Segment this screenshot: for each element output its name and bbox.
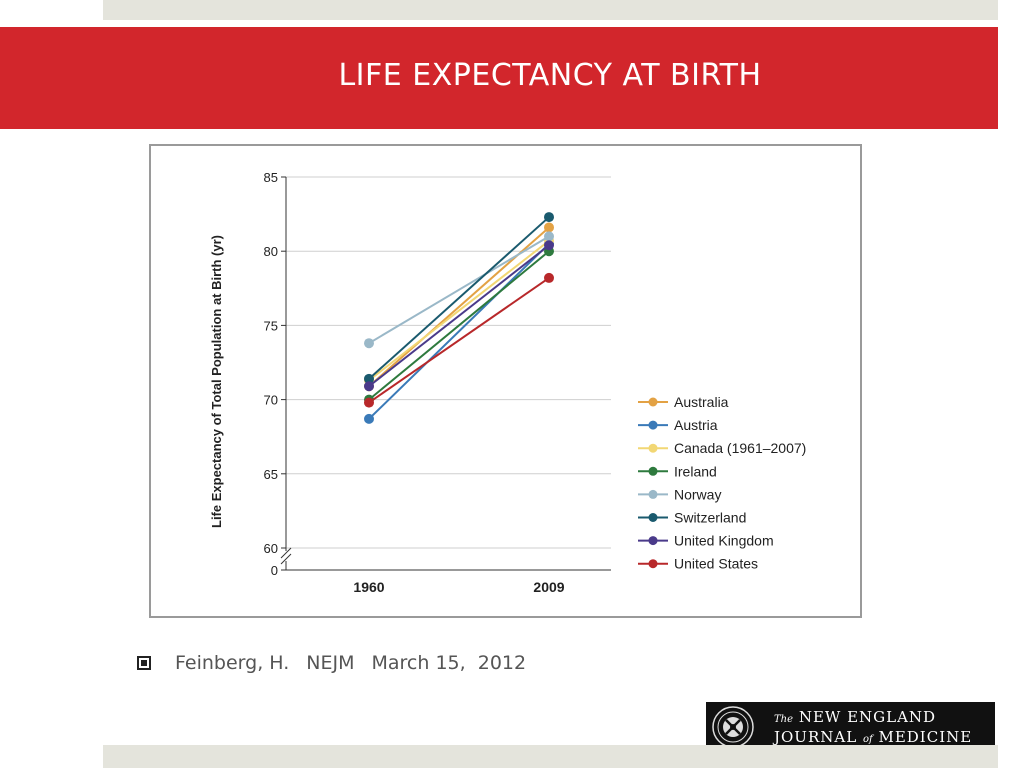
- data-point: [544, 272, 554, 283]
- data-point: [544, 231, 554, 242]
- data-point: [364, 338, 374, 349]
- legend-label: Austria: [674, 417, 718, 433]
- y-tick-label: 60: [264, 541, 278, 556]
- data-point: [544, 212, 554, 223]
- legend-swatch-point: [648, 536, 658, 546]
- logo-line-1: The NEW ENGLAND: [774, 708, 937, 726]
- y-tick-label: 80: [264, 244, 278, 259]
- bullet-icon: [137, 656, 151, 670]
- series-line: [368, 243, 550, 420]
- y-tick-label: 65: [264, 467, 278, 482]
- series-line: [368, 250, 550, 401]
- axis-break-mark: [280, 547, 292, 559]
- legend-label: Canada (1961–2007): [674, 440, 806, 456]
- series-line: [368, 235, 550, 345]
- citation-journal: NEJM: [306, 652, 355, 674]
- nejm-seal-icon: [712, 706, 754, 748]
- legend-label: Ireland: [674, 463, 717, 479]
- legend-swatch-point: [648, 420, 658, 430]
- data-point: [544, 222, 554, 233]
- data-point: [544, 240, 554, 251]
- legend-swatch-point: [648, 397, 658, 407]
- logo-line-2: JOURNAL of MEDICINE: [774, 728, 973, 746]
- legend-label: Norway: [674, 486, 721, 502]
- bottom-band: [103, 745, 998, 768]
- legend-label: United Kingdom: [674, 533, 774, 549]
- legend-swatch-point: [648, 559, 658, 569]
- y-tick-label: 70: [264, 393, 278, 408]
- chart-frame: 85 80 75 70 65 60 0 1960 2009 Life Expectancy of …: [149, 144, 862, 618]
- legend-swatch-point: [648, 513, 658, 522]
- data-point: [364, 381, 374, 392]
- nejm-logo: The NEW ENGLAND JOURNAL of MEDICINE: [706, 702, 995, 752]
- y-tick-label: 85: [264, 170, 278, 185]
- y-tick-label: 0: [271, 563, 278, 578]
- title-bar: [0, 27, 998, 129]
- series-line: [368, 277, 550, 404]
- data-point: [364, 413, 374, 424]
- legend-swatch-point: [648, 489, 658, 499]
- citation: Feinberg, H. NEJM March 15, 2012: [137, 650, 543, 676]
- legend-label: Australia: [674, 394, 729, 410]
- top-band: [103, 0, 998, 20]
- citation-date: March 15, 2012: [371, 652, 527, 674]
- x-tick-label: 2009: [533, 579, 564, 595]
- series-line: [368, 216, 550, 380]
- y-axis-label: Life Expectancy of Total Population at B…: [209, 235, 224, 528]
- legend-label: Switzerland: [674, 510, 746, 526]
- legend-swatch-point: [648, 466, 658, 476]
- legend-label: United States: [674, 556, 758, 572]
- y-tick-label: 75: [264, 318, 278, 333]
- slide-title: LIFE EXPECTANCY AT BIRTH: [338, 58, 762, 93]
- citation-author: Feinberg, H.: [175, 652, 290, 674]
- axis-break-mark: [280, 553, 292, 565]
- series-line: [368, 240, 550, 382]
- data-point: [364, 397, 374, 408]
- life-expectancy-chart: 85 80 75 70 65 60 0 1960 2009 Life Expectancy of …: [209, 170, 806, 595]
- legend-swatch-point: [648, 443, 658, 453]
- series-line: [368, 244, 550, 388]
- x-tick-label: 1960: [353, 579, 384, 595]
- data-point: [364, 373, 374, 384]
